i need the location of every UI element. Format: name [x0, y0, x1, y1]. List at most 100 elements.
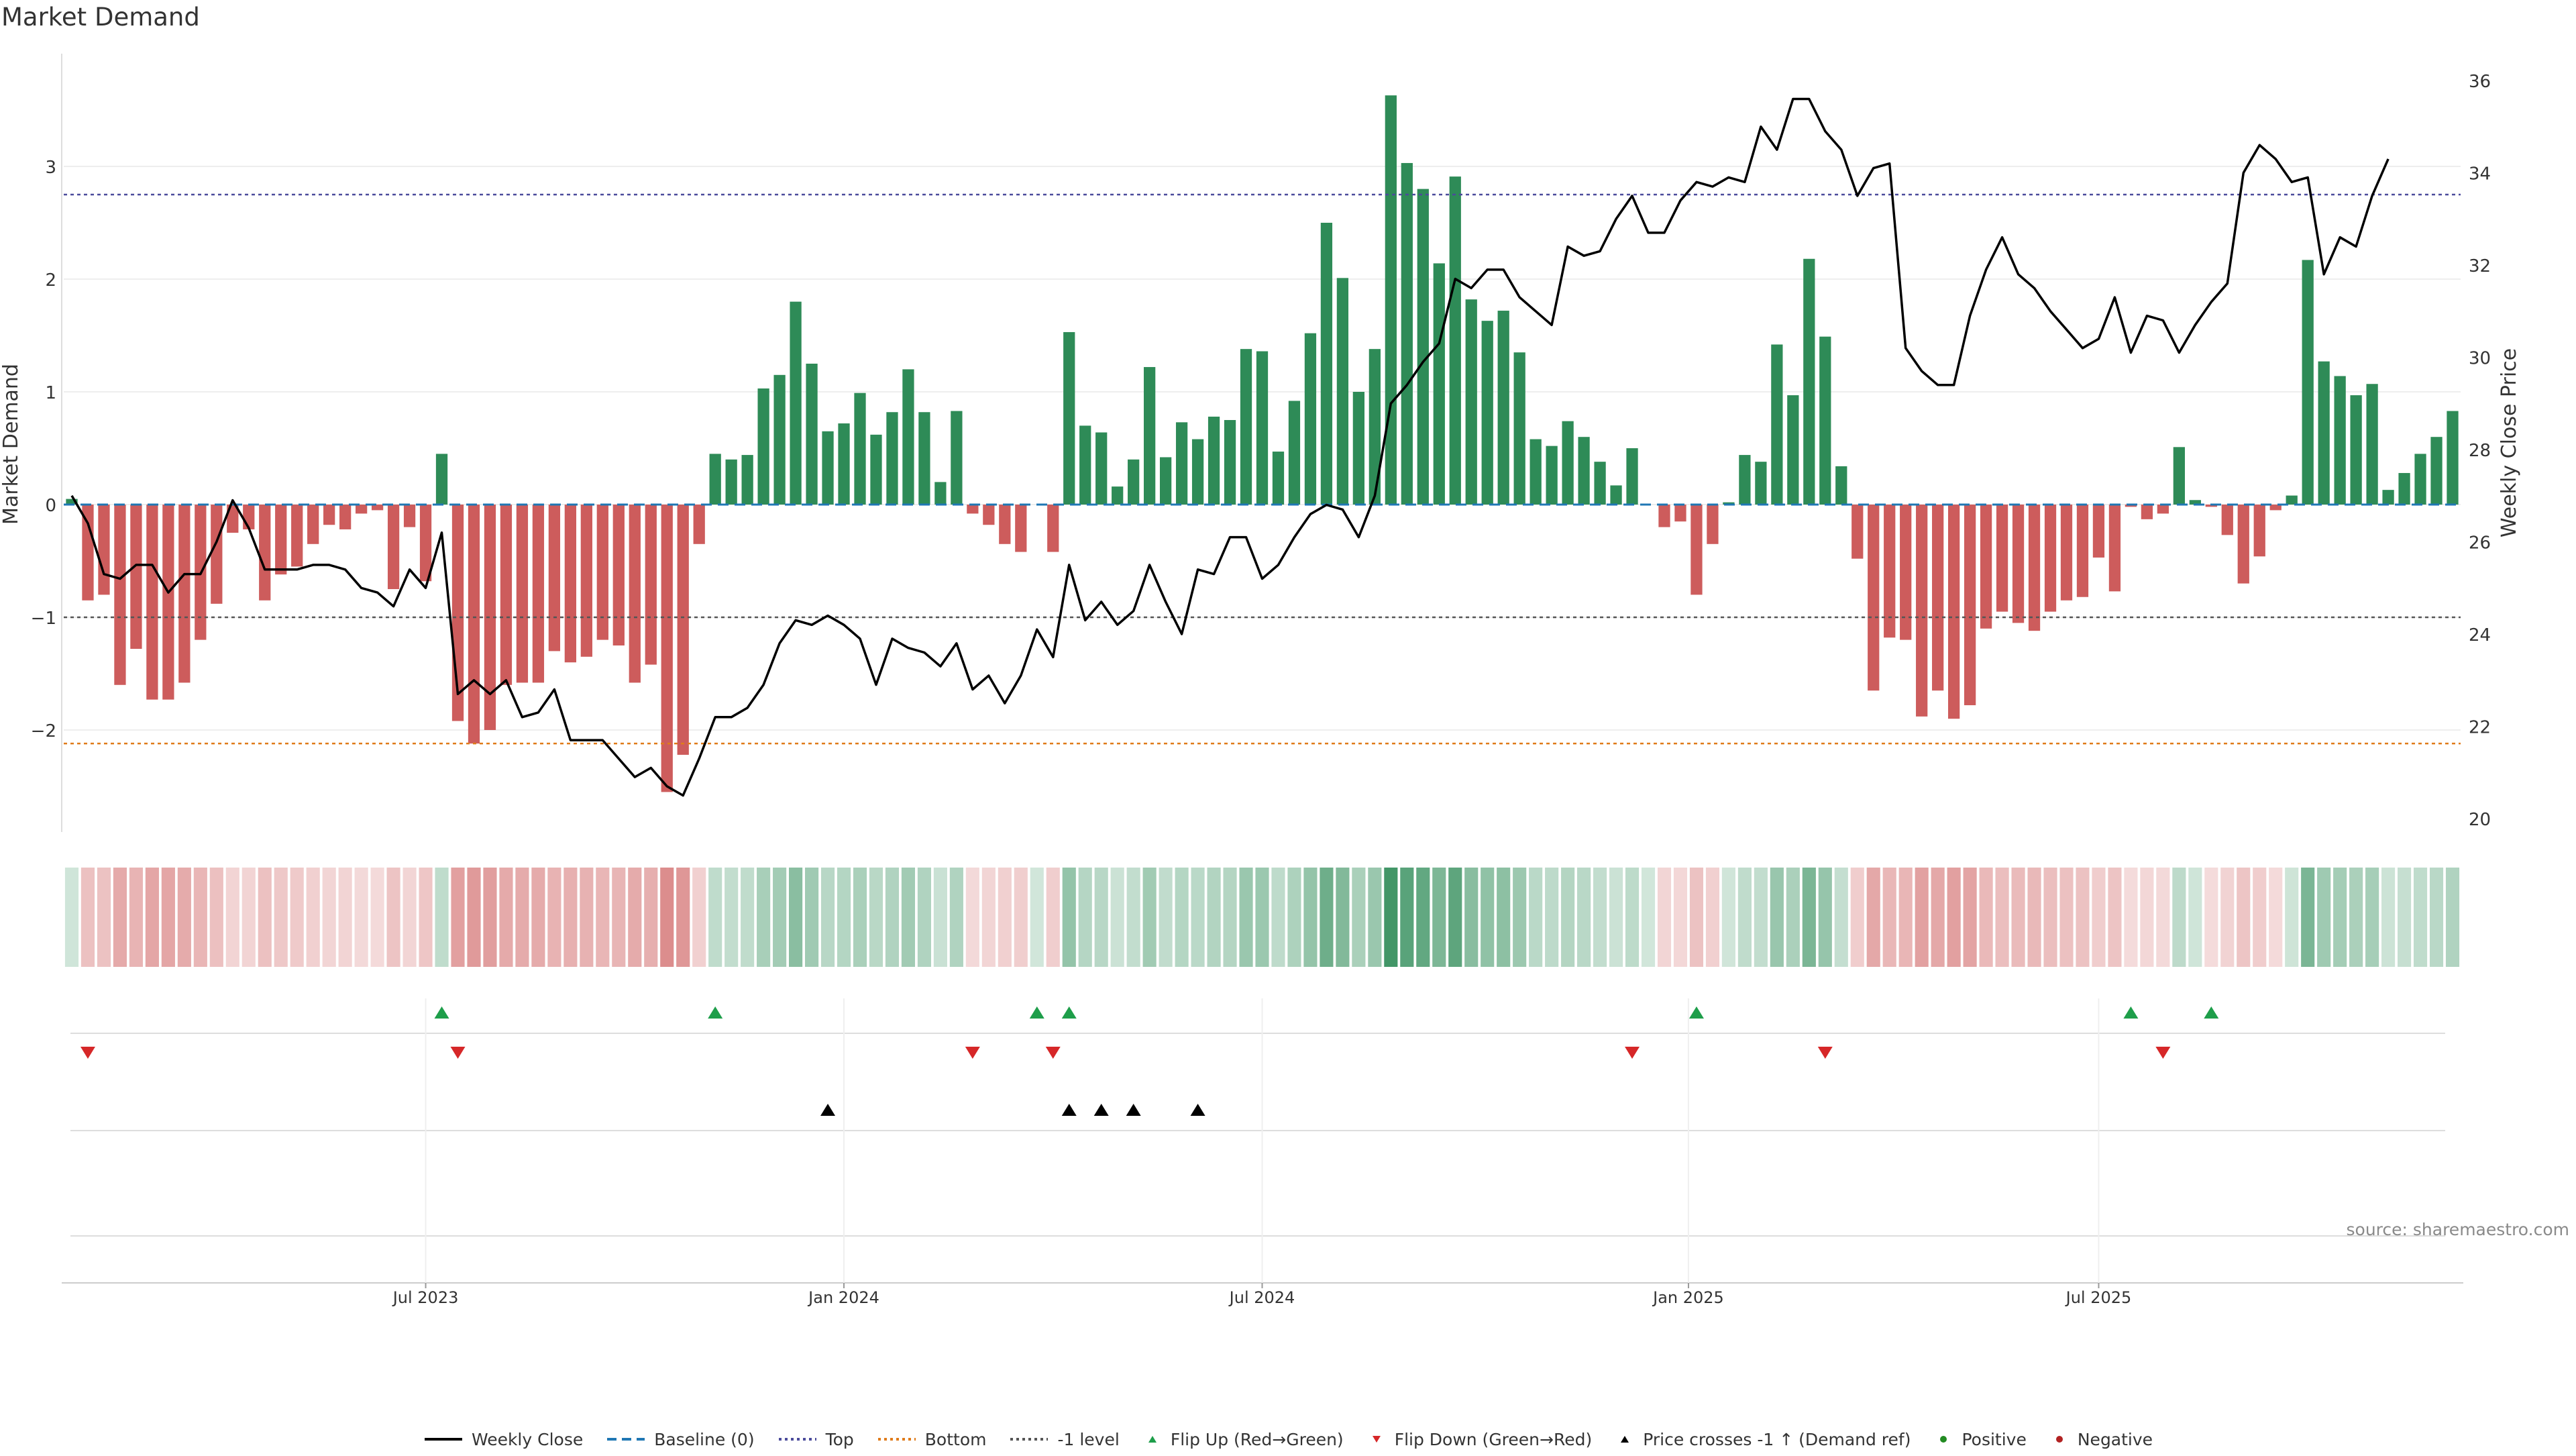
heat-strip-cell	[1995, 868, 2009, 967]
demand-bar	[2269, 505, 2282, 511]
legend-label: Baseline (0)	[654, 1429, 755, 1449]
heat-strip-cell	[290, 868, 304, 967]
x-tick-label: Jan 2025	[1652, 1288, 1724, 1307]
heat-strip-cell	[97, 868, 111, 967]
demand-bar	[2173, 447, 2185, 505]
heat-strip-cell	[1834, 868, 1848, 967]
heat-strip-cell	[193, 868, 207, 967]
demand-bar	[661, 505, 673, 792]
heat-strip-cell	[580, 868, 594, 967]
heat-strip-cell	[2253, 868, 2267, 967]
legend-item-baseline: Baseline (0)	[606, 1429, 755, 1449]
demand-bar	[1368, 349, 1381, 505]
y-tick-label: −2	[31, 721, 56, 741]
demand-bar	[1288, 401, 1301, 505]
demand-bar	[1835, 466, 1847, 505]
flip-down-triangle-icon	[1372, 1436, 1381, 1443]
y2-tick-label: 22	[2469, 718, 2491, 738]
demand-bar	[1433, 263, 1445, 505]
demand-bar	[146, 505, 158, 700]
heat-strip-cell	[161, 868, 175, 967]
legend-item-negative: Negative	[2049, 1430, 2153, 1449]
heat-strip-cell	[129, 868, 143, 967]
heat-strip-cell	[1464, 868, 1479, 967]
demand-bar	[1787, 395, 1799, 505]
demand-bar	[500, 505, 513, 685]
demand-bar	[1497, 311, 1509, 505]
demand-bar	[564, 505, 576, 663]
demand-bar	[1256, 351, 1269, 505]
demand-bar	[178, 505, 191, 683]
demand-bar	[1529, 439, 1542, 505]
heat-strip-cell	[660, 868, 674, 967]
heat-strip-cell	[1898, 868, 1913, 967]
demand-bar	[227, 505, 239, 533]
demand-bar	[1144, 367, 1156, 505]
heat-strip-cell	[1239, 868, 1253, 967]
heat-strip-cell	[1737, 868, 1752, 967]
demand-bar	[1932, 505, 1944, 691]
legend-label: Negative	[2077, 1429, 2153, 1449]
heat-strip-cell	[1657, 868, 1672, 967]
demand-bar	[1690, 505, 1703, 595]
heat-strip-cell	[2076, 868, 2090, 967]
heat-strip-cell	[145, 868, 159, 967]
heat-strip-cell	[853, 868, 867, 967]
heat-strip-cell	[531, 868, 545, 967]
demand-bar	[162, 505, 174, 700]
demand-bar	[725, 459, 737, 505]
demand-bar	[2108, 505, 2121, 592]
heat-strip-cell	[402, 868, 417, 967]
heat-strip-cell	[1545, 868, 1559, 967]
demand-bar	[2044, 505, 2057, 612]
demand-bar	[612, 505, 625, 645]
heat-strip-cell	[1866, 868, 1880, 967]
legend-label: Positive	[1962, 1429, 2027, 1449]
heat-strip-cell	[1850, 868, 1864, 967]
demand-bar	[2060, 505, 2073, 601]
y2-tick-label: 30	[2469, 349, 2491, 369]
heat-strip-cell	[1561, 868, 1575, 967]
demand-bar	[1851, 505, 1864, 559]
x-tick-label: Jul 2025	[2065, 1288, 2132, 1307]
demand-bar	[1562, 421, 1574, 505]
demand-bar	[918, 412, 930, 505]
heat-strip-cell	[1513, 868, 1527, 967]
heat-strip-cell	[258, 868, 272, 967]
demand-bar	[387, 505, 400, 589]
demand-bar	[886, 412, 898, 505]
legend: Weekly Close Baseline (0) Top Bottom -1 …	[0, 1422, 2576, 1456]
demand-bar	[806, 364, 818, 505]
heat-strip-cell	[1882, 868, 1896, 967]
heat-strip-cell	[2269, 868, 2283, 967]
heat-strip-cell	[901, 868, 916, 967]
demand-bar	[1336, 278, 1349, 505]
heat-strip-cell	[724, 868, 739, 967]
heat-strip-cell	[1094, 868, 1108, 967]
heat-strip-cell	[1529, 868, 1543, 967]
legend-label: Weekly Close	[471, 1429, 584, 1449]
heat-strip-cell	[209, 868, 223, 967]
heat-strip-cell	[692, 868, 706, 967]
demand-bar	[1175, 422, 1188, 505]
negative-dot-icon	[2055, 1436, 2063, 1443]
demand-bar	[580, 505, 592, 657]
heat-strip-cell	[370, 868, 384, 967]
heat-strip-cell	[2397, 868, 2412, 967]
heat-strip-cell	[499, 868, 513, 967]
y2-tick-label: 36	[2469, 72, 2491, 92]
demand-bar	[629, 505, 641, 683]
page-title: Market Demand	[1, 3, 200, 32]
demand-bar	[1996, 505, 2008, 612]
demand-bar	[130, 505, 142, 649]
heat-strip-cell	[2188, 868, 2202, 967]
demand-bar	[114, 505, 126, 685]
legend-item-flip-down: Flip Down (Green→Red)	[1366, 1430, 1592, 1449]
demand-bar	[1465, 299, 1477, 505]
heat-strip-cell	[1271, 868, 1285, 967]
legend-item-weekly-close: Weekly Close	[423, 1430, 583, 1449]
heat-strip-cell	[1963, 868, 1977, 967]
demand-bar	[1594, 462, 1606, 505]
demand-bar	[790, 301, 802, 505]
demand-bar	[741, 455, 753, 505]
